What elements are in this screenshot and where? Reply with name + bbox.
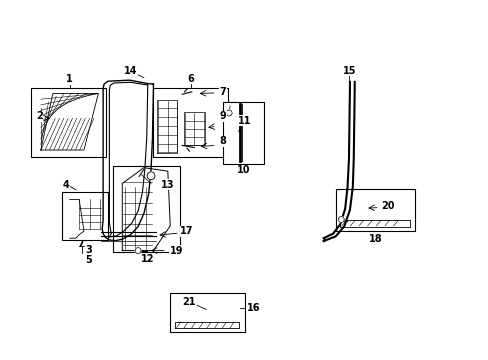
Text: 19: 19 <box>169 246 183 256</box>
Text: 10: 10 <box>236 166 250 175</box>
Bar <box>335 189 414 231</box>
Text: 12: 12 <box>141 255 154 264</box>
Text: 20: 20 <box>381 202 394 211</box>
Bar <box>62 192 108 240</box>
Text: 9: 9 <box>219 112 226 121</box>
Text: 11: 11 <box>237 116 251 126</box>
Text: 7: 7 <box>219 87 226 97</box>
Bar <box>112 166 180 252</box>
Bar <box>170 293 244 332</box>
Bar <box>153 88 227 157</box>
Polygon shape <box>122 168 170 251</box>
Polygon shape <box>39 94 96 153</box>
Text: 16: 16 <box>247 303 260 313</box>
Text: 13: 13 <box>161 180 174 190</box>
Text: 3: 3 <box>85 244 92 255</box>
Circle shape <box>338 217 344 222</box>
Polygon shape <box>41 94 98 150</box>
Text: 14: 14 <box>124 66 138 76</box>
Text: 15: 15 <box>343 66 356 76</box>
Bar <box>223 102 263 164</box>
Text: 1: 1 <box>66 75 73 85</box>
Circle shape <box>135 248 141 253</box>
Text: 8: 8 <box>219 136 226 146</box>
Text: 4: 4 <box>63 180 69 190</box>
Circle shape <box>226 110 232 116</box>
Text: 17: 17 <box>180 226 193 236</box>
Text: 5: 5 <box>85 256 92 265</box>
Text: 18: 18 <box>368 234 381 244</box>
Text: 21: 21 <box>182 297 196 307</box>
Text: 2: 2 <box>36 112 42 121</box>
Circle shape <box>147 172 155 180</box>
Bar <box>31 88 105 157</box>
Text: 6: 6 <box>187 74 194 84</box>
